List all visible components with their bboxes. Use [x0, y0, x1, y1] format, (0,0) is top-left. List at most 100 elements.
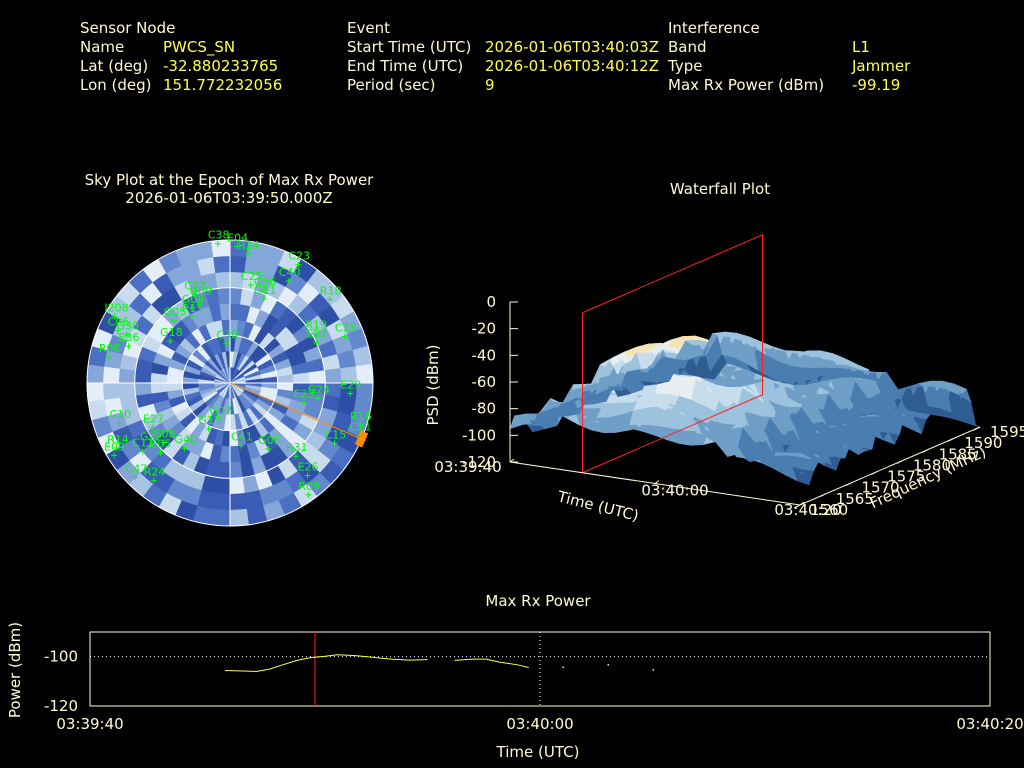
- waterfall-x-tick-label: 03:40:00: [641, 482, 708, 500]
- max-rx-power-point: [652, 669, 654, 671]
- max-rx-power-line: [454, 658, 529, 669]
- waterfall-z-tick-label: 0: [486, 293, 496, 311]
- satellite-label: C40: [279, 266, 301, 279]
- satellite-marker: [314, 395, 321, 402]
- satellite-label: R06: [99, 342, 121, 355]
- satellite-marker: [347, 390, 354, 397]
- max-rx-power-point: [607, 664, 609, 666]
- satellite-marker: [188, 304, 195, 311]
- satellite-label: C38: [208, 229, 230, 242]
- max-rx-y-tick-label: -100: [44, 648, 78, 666]
- satellite-marker: [167, 338, 174, 345]
- waterfall-cell: [509, 413, 528, 430]
- waterfall-y-tick: [922, 448, 929, 453]
- waterfall-plot-title: Waterfall Plot: [669, 180, 771, 198]
- satellite-marker: [234, 243, 241, 250]
- sensor-node-panel: Sensor Node Name PWCS_SN Lat (deg) -32.880…: [80, 19, 282, 95]
- satellite-label: C11: [132, 436, 154, 449]
- satellite-label: R16: [350, 410, 372, 423]
- satellite-label: C08: [154, 428, 176, 441]
- max-rx-power-line: [224, 654, 428, 672]
- satellite-label: C25: [335, 322, 357, 335]
- waterfall-x-tick: [799, 501, 805, 506]
- satellite-marker: [247, 282, 254, 289]
- satellite-label: G07: [209, 405, 232, 418]
- satellite-label: C38: [217, 328, 239, 341]
- satellite-label: E04: [227, 232, 248, 245]
- satellite-marker: [300, 399, 307, 406]
- satellite-label: G56: [254, 275, 277, 288]
- satellite-label: E26: [298, 461, 319, 474]
- satellite-marker: [105, 354, 112, 361]
- satellite-label: G22: [140, 431, 163, 444]
- satellite-label: C41: [231, 431, 253, 444]
- satellite-marker: [305, 491, 312, 498]
- satellite-label: E27: [143, 412, 164, 425]
- satellite-label: R19: [305, 319, 327, 332]
- max-rx-power-title: Max Rx Power: [485, 592, 591, 610]
- satellite-label: C06: [108, 316, 130, 329]
- waterfall-y-tick-label: 1575: [887, 468, 925, 486]
- satellite-marker: [150, 477, 157, 484]
- satellite-marker: [341, 333, 348, 340]
- satellite-label: G05: [164, 305, 187, 318]
- satellite-marker: [160, 439, 167, 446]
- satellite-label: G09: [190, 284, 213, 297]
- satellite-label: I208: [104, 301, 128, 314]
- satellite-label: R24: [238, 239, 260, 252]
- event-panel: Event Start Time (UTC) 2026-01-06T03:40:0…: [347, 19, 659, 95]
- waterfall-y-tick: [948, 437, 955, 442]
- satellite-marker: [196, 296, 203, 303]
- satellite-marker: [139, 448, 146, 455]
- satellite-label: G24: [308, 383, 331, 396]
- sensor-name-label: Name: [80, 38, 125, 56]
- satellite-marker: [223, 340, 230, 347]
- satellite-marker: [157, 449, 164, 456]
- satellite-label: R24: [144, 466, 166, 479]
- event-end-label: End Time (UTC): [347, 57, 464, 75]
- waterfall-max-power-plane: [582, 233, 763, 474]
- max-rx-y-tick-label: -120: [44, 697, 78, 715]
- satellite-marker: [313, 339, 320, 346]
- interference-type-label: Type: [668, 57, 703, 75]
- waterfall-z-tick-label: -100: [462, 426, 496, 444]
- satellite-label: G03: [182, 293, 205, 306]
- satellite-marker: [331, 440, 338, 447]
- satellite-marker: [214, 240, 221, 247]
- satellite-marker: [125, 343, 132, 350]
- sensor-lat-label: Lat (deg): [80, 57, 149, 75]
- max-rx-power-point: [562, 666, 564, 669]
- waterfall-y-tick: [870, 471, 878, 476]
- satellite-marker: [295, 261, 302, 268]
- satellite-label: C25: [241, 270, 263, 283]
- interference-band-label: Band: [668, 38, 707, 56]
- waterfall-x-tick-label: 03:39:40: [434, 458, 501, 476]
- interference-power-value: -99.19: [852, 76, 901, 94]
- satellite-label: G40: [174, 433, 197, 446]
- satellite-marker: [132, 474, 139, 481]
- satellite-label: R31: [286, 441, 308, 454]
- interference-title: Interference: [668, 19, 760, 37]
- satellite-marker: [356, 422, 363, 429]
- sky-plot-subtitle: 2026-01-06T03:39:50.000Z: [125, 189, 333, 207]
- satellite-label: R09: [298, 480, 320, 493]
- sensor-node-title: Sensor Node: [80, 19, 176, 37]
- waterfall-y-tick: [793, 504, 801, 509]
- satellite-label: G17: [199, 414, 222, 427]
- satellite-marker: [292, 453, 299, 460]
- satellite-marker: [116, 420, 123, 427]
- waterfall-y-tick-label: 1585: [939, 445, 977, 463]
- event-start-value: 2026-01-06T03:40:03Z: [485, 38, 659, 56]
- satellite-label: E36: [118, 331, 139, 344]
- satellite-marker: [111, 452, 118, 459]
- satellite-marker: [304, 472, 311, 479]
- satellite-label: R15: [182, 302, 204, 315]
- satellite-label: G30: [116, 320, 139, 333]
- satellite-label: R18: [320, 284, 342, 297]
- interference-band-value: L1: [852, 38, 870, 56]
- satellite-label: G06: [258, 434, 281, 447]
